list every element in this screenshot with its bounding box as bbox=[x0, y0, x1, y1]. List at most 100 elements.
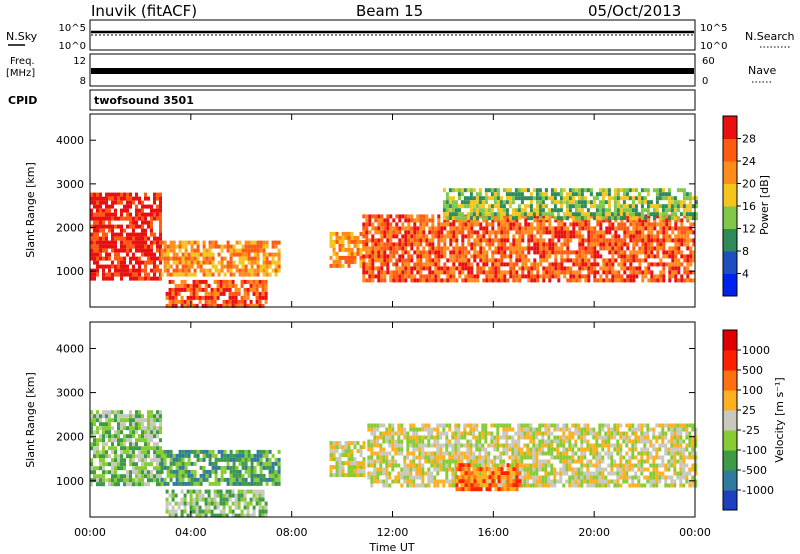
echo-cell bbox=[407, 242, 411, 247]
echo-cell bbox=[123, 434, 126, 439]
echo-cell bbox=[96, 212, 99, 217]
echo-cell bbox=[252, 493, 256, 498]
echo-cell bbox=[484, 208, 488, 213]
echo-cell bbox=[502, 431, 506, 436]
echo-cell bbox=[114, 446, 117, 451]
echo-cell bbox=[692, 250, 696, 255]
echo-cell bbox=[373, 431, 377, 436]
echo-cell bbox=[605, 214, 609, 219]
echo-cell bbox=[201, 513, 205, 518]
echo-cell bbox=[93, 446, 96, 451]
echo-cell bbox=[436, 463, 440, 468]
echo-cell bbox=[241, 252, 245, 257]
echo-cell bbox=[120, 446, 123, 451]
echo-cell bbox=[497, 238, 501, 243]
echo-cell bbox=[202, 244, 206, 249]
echo-cell bbox=[129, 418, 132, 423]
echo-cell bbox=[656, 238, 660, 243]
echo-cell bbox=[469, 439, 473, 444]
echo-cell bbox=[511, 463, 515, 468]
echo-cell bbox=[211, 465, 215, 470]
echo-cell bbox=[160, 457, 164, 462]
echo-cell bbox=[523, 443, 527, 448]
echo-cell bbox=[487, 443, 491, 448]
echo-cell bbox=[670, 208, 674, 213]
freq-tick-bottom: 8 bbox=[80, 76, 86, 87]
echo-cell bbox=[614, 278, 618, 283]
echo-cell bbox=[574, 459, 578, 464]
echo-cell bbox=[463, 188, 467, 193]
echo-cell bbox=[359, 251, 363, 256]
echo-cell bbox=[370, 471, 374, 476]
echo-cell bbox=[590, 226, 594, 231]
echo-cell bbox=[175, 260, 179, 265]
echo-cell bbox=[641, 230, 645, 235]
echo-cell bbox=[584, 266, 588, 271]
echo-cell bbox=[379, 435, 383, 440]
echo-cell bbox=[102, 228, 105, 233]
echo-cell bbox=[560, 230, 564, 235]
echo-cell bbox=[386, 238, 390, 243]
echo-cell bbox=[610, 427, 614, 432]
echo-cell bbox=[662, 270, 666, 275]
echo-cell bbox=[210, 303, 214, 308]
echo-cell bbox=[659, 242, 663, 247]
echo-cell bbox=[437, 254, 441, 259]
echo-cell bbox=[433, 459, 437, 464]
echo-cell bbox=[253, 260, 257, 265]
echo-cell bbox=[488, 258, 492, 263]
echo-cell bbox=[150, 268, 153, 273]
echo-cell bbox=[653, 238, 657, 243]
echo-cell bbox=[608, 230, 612, 235]
echo-cell bbox=[386, 226, 390, 231]
echo-cell bbox=[523, 431, 527, 436]
echo-cell bbox=[416, 234, 420, 239]
echo-cell bbox=[386, 234, 390, 239]
echo-cell bbox=[529, 483, 533, 488]
echo-cell bbox=[138, 232, 141, 237]
echo-cell bbox=[455, 258, 459, 263]
echo-cell bbox=[509, 250, 513, 255]
echo-cell bbox=[671, 226, 675, 231]
echo-cell bbox=[556, 439, 560, 444]
echo-cell bbox=[175, 469, 179, 474]
echo-cell bbox=[226, 477, 230, 482]
echo-cell bbox=[535, 204, 539, 209]
echo-cell bbox=[362, 234, 366, 239]
echo-cell bbox=[123, 272, 126, 277]
echo-cell bbox=[539, 262, 543, 267]
echo-cell bbox=[470, 270, 474, 275]
echo-cell bbox=[256, 461, 260, 466]
echo-cell bbox=[126, 196, 129, 201]
echo-cell bbox=[274, 268, 278, 273]
echo-cell bbox=[632, 234, 636, 239]
nave-tick-bottom: 0 bbox=[702, 76, 708, 87]
echo-cell bbox=[598, 479, 602, 484]
echo-cell bbox=[382, 439, 386, 444]
echo-cell bbox=[436, 435, 440, 440]
echo-cell bbox=[511, 475, 515, 480]
echo-cell bbox=[688, 216, 692, 221]
echo-cell bbox=[344, 255, 348, 260]
echo-cell bbox=[436, 447, 440, 452]
echo-cell bbox=[439, 467, 443, 472]
echo-cell bbox=[166, 268, 170, 273]
echo-cell bbox=[494, 270, 498, 275]
echo-cell bbox=[473, 230, 477, 235]
echo-cell bbox=[265, 481, 269, 486]
echo-cell bbox=[93, 216, 96, 221]
echo-cell bbox=[377, 218, 381, 223]
echo-cell bbox=[496, 483, 500, 488]
echo-cell bbox=[503, 218, 507, 223]
echo-cell bbox=[640, 216, 644, 221]
echo-cell bbox=[568, 439, 572, 444]
echo-cell bbox=[454, 451, 458, 456]
echo-cell bbox=[93, 256, 96, 261]
echo-cell bbox=[271, 256, 275, 261]
echo-cell bbox=[674, 238, 678, 243]
echo-cell bbox=[403, 471, 407, 476]
echo-cell bbox=[686, 258, 690, 263]
echo-cell bbox=[129, 454, 132, 459]
echo-cell bbox=[457, 443, 461, 448]
echo-cell bbox=[598, 459, 602, 464]
